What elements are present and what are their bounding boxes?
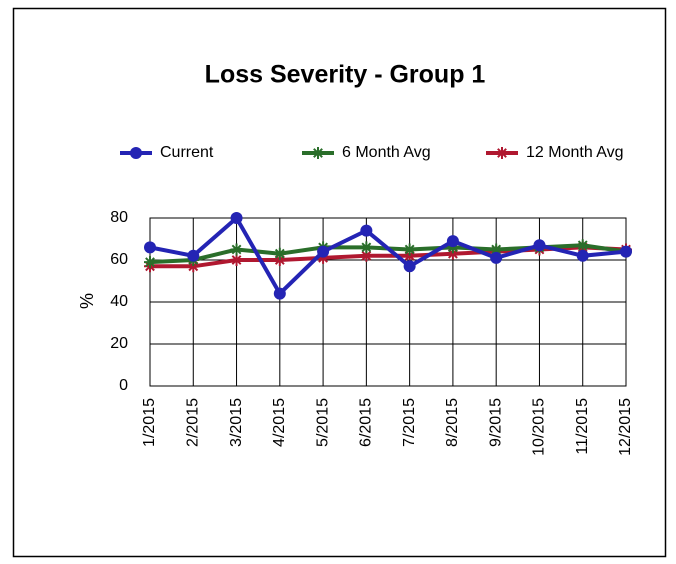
point (317, 245, 330, 258)
point (230, 243, 243, 256)
chart-border (12, 7, 667, 558)
point (446, 241, 459, 254)
point (187, 260, 200, 273)
point (490, 243, 503, 256)
point (576, 249, 589, 262)
point (496, 147, 508, 159)
point (490, 251, 503, 264)
x-tick-label: 3/2015 (228, 398, 245, 447)
point (273, 287, 286, 300)
y-tick-label: 80 (110, 209, 128, 226)
point (312, 147, 324, 159)
y-axis-label: % (77, 293, 97, 309)
x-tick-label: 4/2015 (271, 398, 288, 447)
y-tick-label: 0 (119, 377, 128, 394)
x-tick-label: 11/2015 (574, 398, 591, 455)
x-tick-label: 5/2015 (314, 398, 331, 447)
legend-label: Current (160, 144, 214, 161)
point (273, 254, 286, 266)
point (187, 249, 200, 262)
point (230, 212, 243, 224)
point (144, 241, 156, 254)
x-tick-label: 6/2015 (358, 398, 375, 447)
point (446, 235, 459, 248)
x-tick-label: 12/2015 (617, 398, 634, 456)
point (130, 147, 142, 159)
point (446, 247, 459, 260)
point (576, 239, 589, 252)
point (360, 224, 373, 237)
legend-label: 6 Month Avg (342, 144, 431, 161)
series-line (149, 214, 627, 297)
x-tick-label: 8/2015 (444, 398, 461, 447)
legend-label: 12 Month Avg (526, 144, 624, 161)
point (273, 247, 286, 260)
point (360, 241, 373, 254)
point (403, 249, 416, 262)
y-tick-label: 20 (110, 335, 128, 352)
point (360, 249, 373, 262)
series-line (150, 245, 627, 269)
point (403, 243, 416, 256)
point (403, 260, 416, 273)
x-tick-label: 1/2015 (141, 398, 158, 447)
x-tick-label: 2/2015 (184, 398, 201, 447)
point (620, 245, 632, 258)
point (533, 239, 546, 252)
x-tick-label: 7/2015 (401, 398, 418, 447)
point (317, 251, 330, 264)
point (230, 254, 243, 266)
chart-title: Loss Severity - Group 1 (205, 61, 486, 89)
x-tick-label: 9/2015 (487, 398, 504, 447)
y-tick-label: 40 (110, 293, 128, 310)
x-tick-label: 10/2015 (531, 398, 548, 456)
point (144, 256, 156, 269)
y-tick-label: 60 (110, 251, 128, 268)
